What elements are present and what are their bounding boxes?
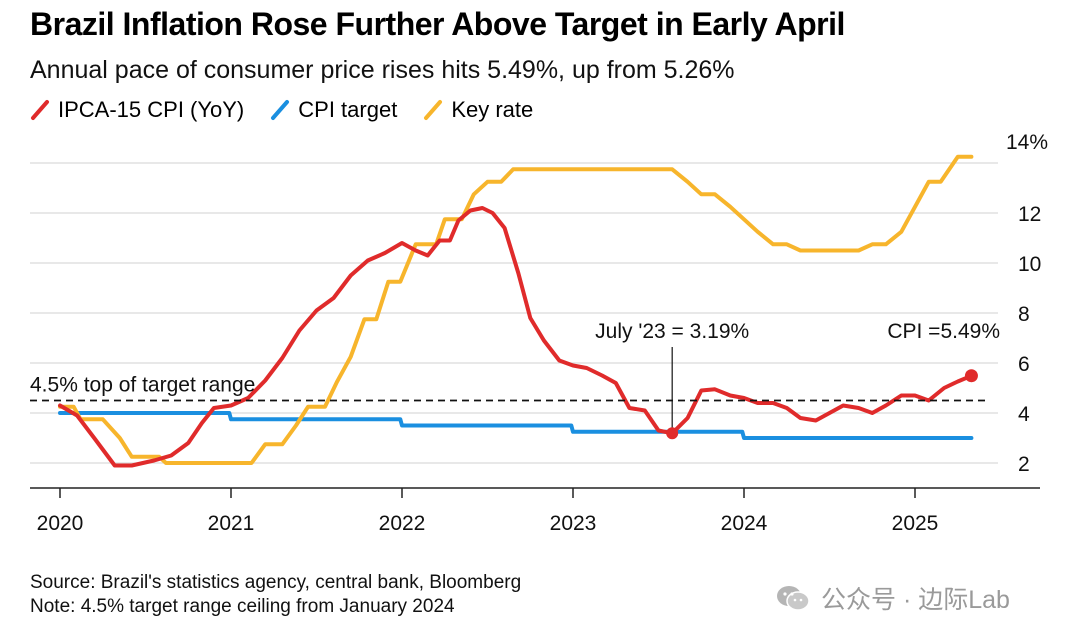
x-tick-label-2024: 2024 [721,512,768,535]
legend-swatch-cpi [31,100,49,120]
y-tick-label-12: 12 [1018,203,1041,226]
legend-swatch-key-rate [424,100,443,120]
y-tick-label-6: 6 [1018,353,1030,376]
x-tick-label-2020: 2020 [37,512,84,535]
x-tick-label-2021: 2021 [208,512,255,535]
y-tick-label-4: 4 [1018,403,1030,426]
annotation-point-july-23 [666,427,679,440]
y-tick-label-2: 2 [1018,453,1030,476]
x-tick-label-2023: 2023 [550,512,597,535]
series-line-ipca-15-cpi-yoy [58,206,974,468]
annotation-label-latest-cpi: CPI =5.49% [887,320,1000,343]
annotation-label-july-23: July '23 = 3.19% [595,320,749,343]
series-line-key-rate [58,154,974,465]
series-line-cpi-target [58,411,974,440]
x-tick-label-2025: 2025 [892,512,939,535]
legend-swatch-target [271,100,290,120]
y-tick-label-14: 14% [1006,131,1048,154]
chart-title: Brazil Inflation Rose Further Above Targ… [30,6,845,42]
target-ceiling-label: 4.5% top of target range [30,374,255,397]
legend-item-cpi: IPCA-15 CPI (YoY) [30,97,244,123]
legend-item-target: CPI target [270,97,397,123]
legend-label-target: CPI target [298,97,398,122]
legend-item-key-rate: Key rate [423,97,533,123]
footer: Source: Brazil's statistics agency, cent… [30,571,521,619]
y-tick-label-10: 10 [1018,253,1041,276]
chart-subtitle: Annual pace of consumer price rises hits… [30,56,735,84]
watermark-text: 公众号 · 边际Lab [821,586,1010,614]
annotation-point-latest-cpi [964,369,978,383]
legend-label-cpi: IPCA-15 CPI (YoY) [58,97,245,122]
legend: IPCA-15 CPI (YoY) CPI target Key rate [30,97,559,123]
wechat-icon [777,586,810,611]
legend-label-key-rate: Key rate [451,97,534,122]
footnote: Note: 4.5% target range ceiling from Jan… [30,596,455,617]
source-note: Source: Brazil's statistics agency, cent… [30,572,522,593]
watermark: 公众号 · 边际Lab [775,580,1010,616]
y-tick-label-8: 8 [1018,303,1030,326]
x-tick-label-2022: 2022 [379,512,426,535]
